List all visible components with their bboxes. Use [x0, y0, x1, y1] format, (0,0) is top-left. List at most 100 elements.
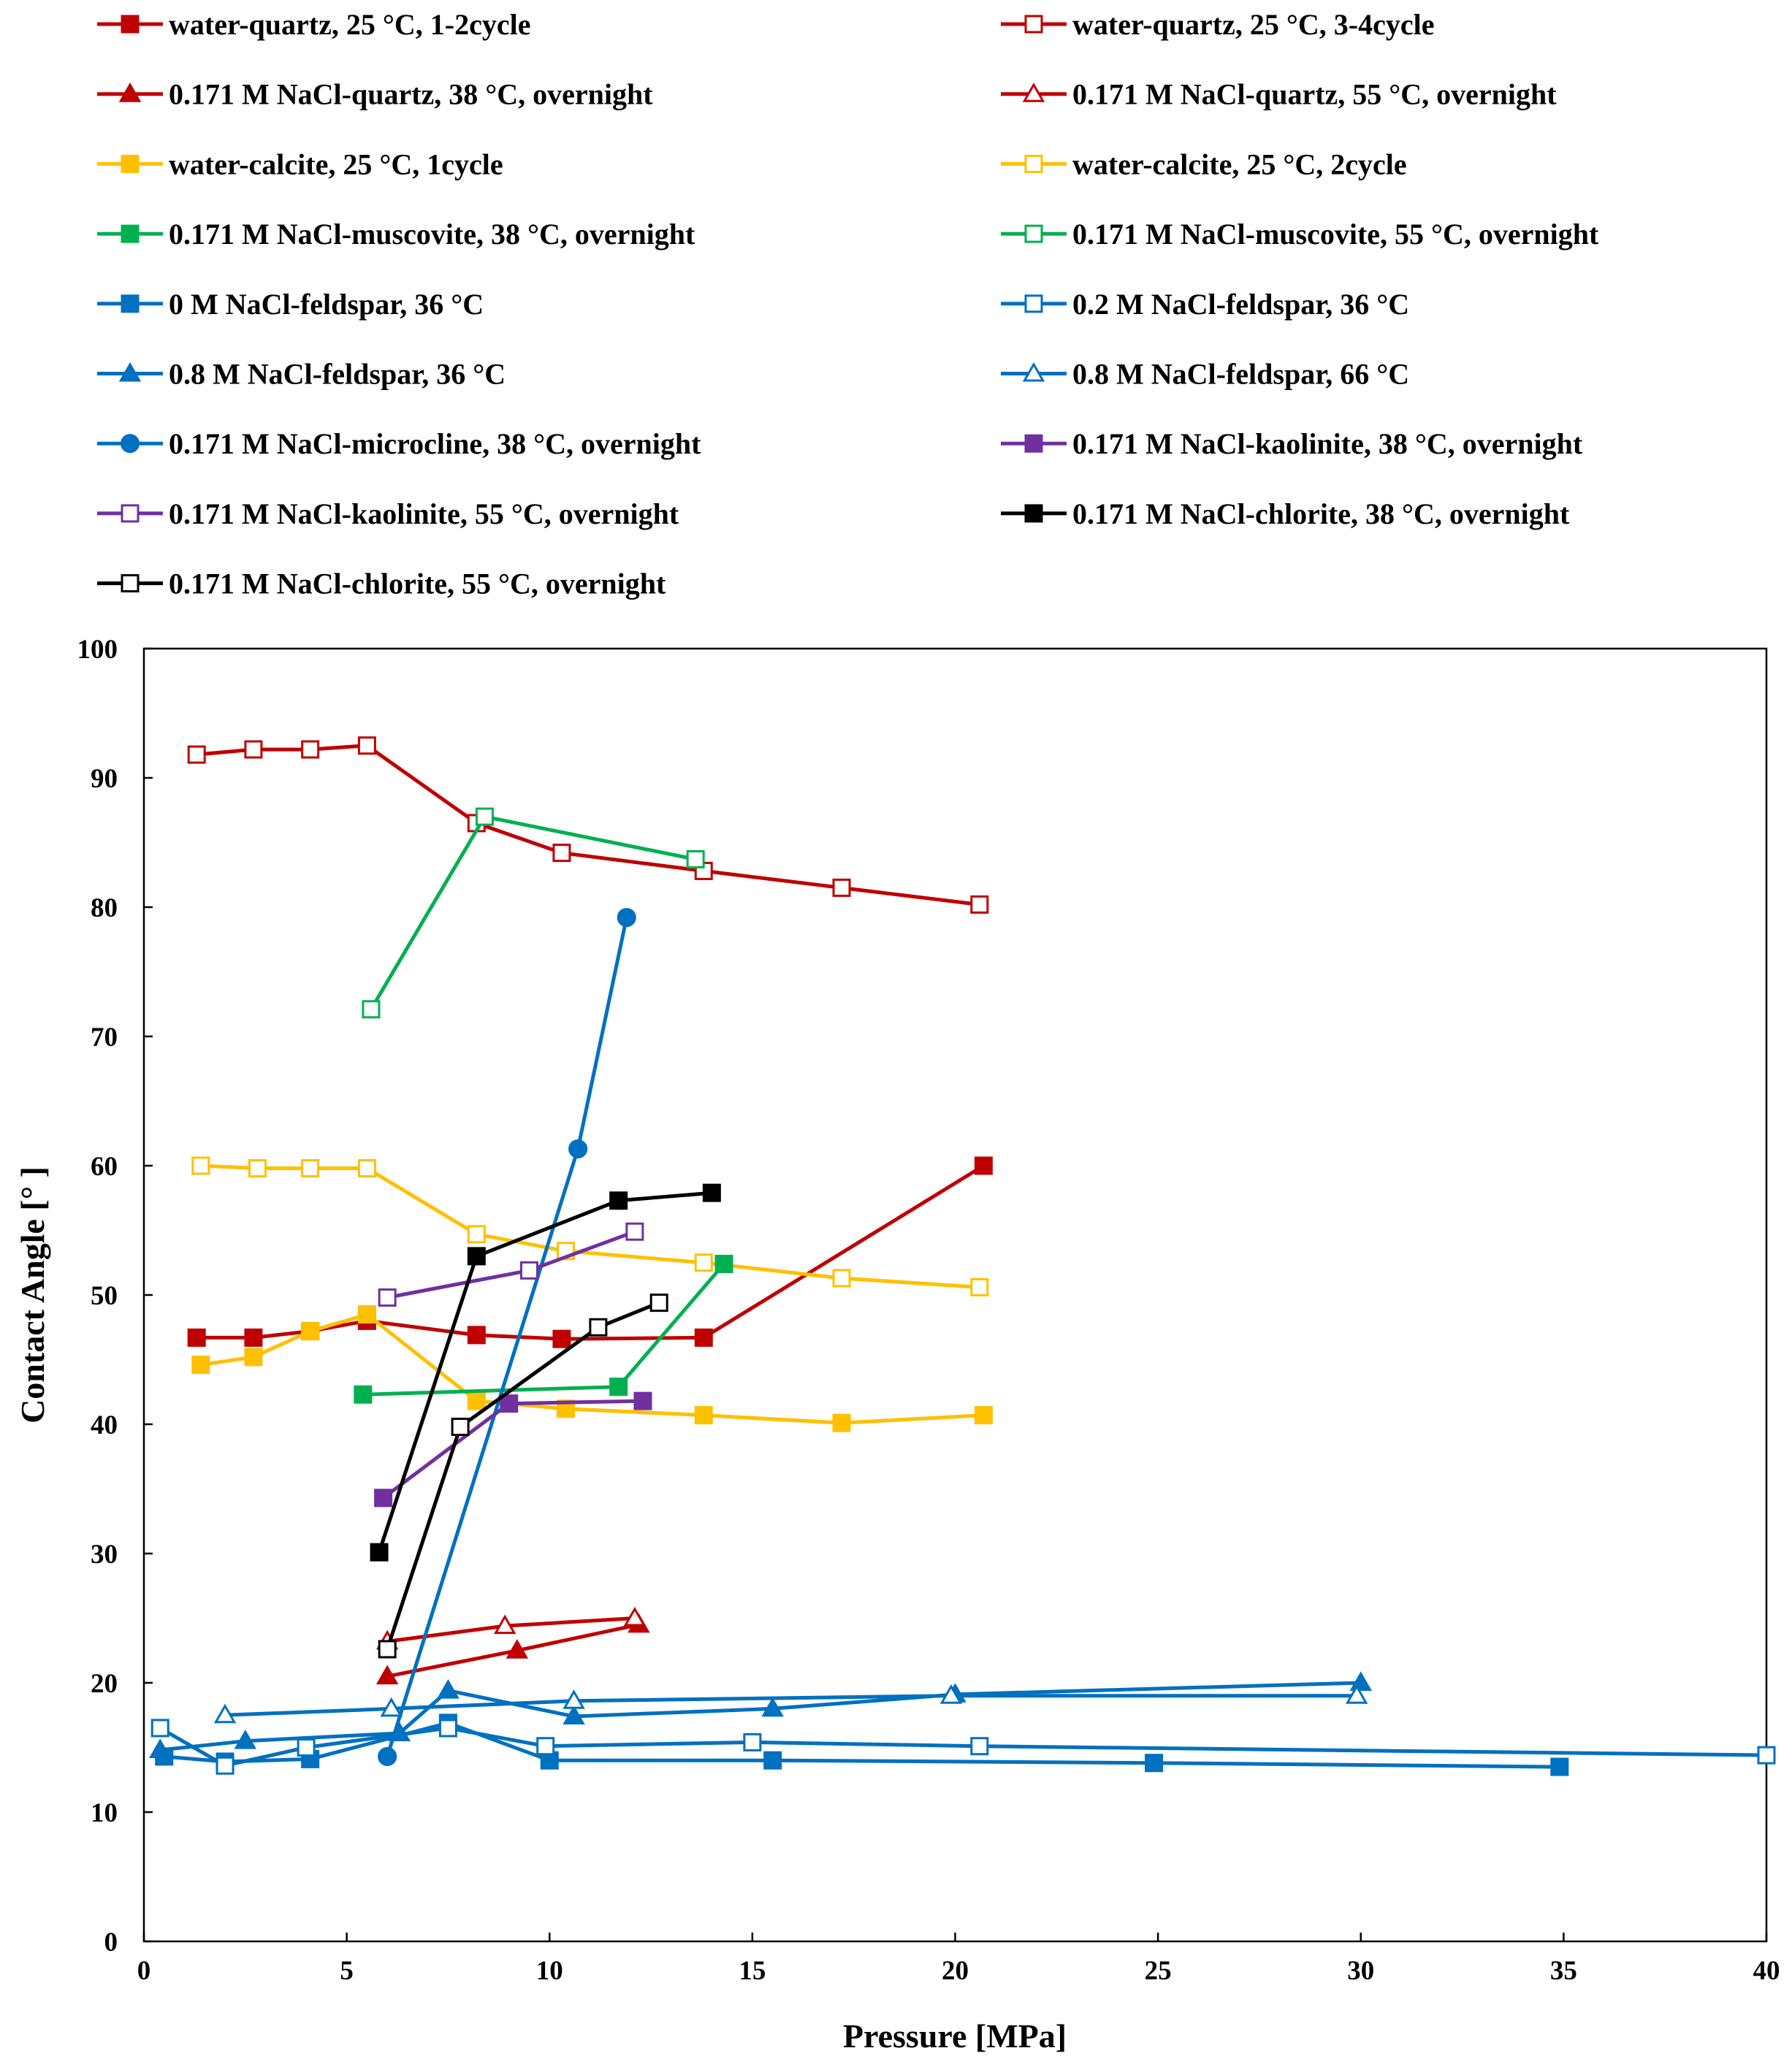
data-point [832, 1413, 851, 1432]
data-point [148, 1738, 172, 1759]
y-tick-label: 70 [91, 1023, 118, 1052]
legend-entry: 0 M NaCl-feldspar, 36 °C [97, 288, 484, 321]
legend-marker [1024, 224, 1043, 243]
data-point [1345, 1684, 1368, 1704]
data-point [244, 740, 263, 759]
series-line [159, 1726, 1767, 1768]
series-8 [362, 807, 705, 1019]
data-point [500, 1394, 519, 1413]
x-tick-label: 25 [1145, 1956, 1172, 1986]
x-tick-label: 20 [942, 1956, 969, 1986]
legend-entry: 0.171 M NaCl-muscovite, 55 °C, overnight [1001, 218, 1599, 251]
series-15 [378, 1222, 644, 1307]
data-point [694, 1328, 713, 1347]
legend-marker [121, 504, 140, 523]
legend-label: 0.8 M NaCl-feldspar, 66 °C [1072, 358, 1409, 391]
series-5 [191, 1305, 993, 1432]
y-tick-label: 60 [91, 1152, 118, 1182]
data-point [191, 1356, 210, 1375]
data-point [437, 1678, 460, 1699]
legend-entry: 0.171 M NaCl-chlorite, 55 °C, overnight [97, 568, 666, 600]
series-line [200, 1164, 980, 1289]
data-point [244, 1328, 263, 1347]
data-point [378, 1640, 397, 1659]
y-tick-label: 30 [91, 1540, 118, 1570]
data-point [378, 1746, 397, 1766]
data-point [438, 1719, 457, 1738]
legend-label: 0.2 M NaCl-feldspar, 36 °C [1072, 288, 1409, 321]
data-point [1145, 1754, 1164, 1773]
data-point [297, 1738, 316, 1757]
legend-label: 0 M NaCl-feldspar, 36 °C [169, 288, 484, 321]
legend-entry: water-quartz, 25 °C, 3-4cycle [1001, 8, 1434, 41]
data-point [761, 1697, 784, 1717]
legend-entry: 0.171 M NaCl-kaolinite, 38 °C, overnight [1001, 427, 1583, 460]
data-point [380, 1697, 403, 1717]
data-point [974, 1406, 993, 1425]
series-line [382, 1399, 644, 1499]
x-tick-label: 35 [1550, 1956, 1577, 1986]
data-point [451, 1418, 470, 1437]
data-point [536, 1737, 555, 1756]
data-point [694, 1253, 713, 1272]
data-point [552, 844, 571, 863]
legend-label: 0.171 M NaCl-muscovite, 38 °C, overnight [169, 218, 695, 251]
legend-entry: 0.171 M NaCl-quartz, 55 °C, overnight [1001, 78, 1557, 111]
legend-marker [121, 154, 140, 173]
series-2 [187, 736, 989, 914]
legend-label: 0.171 M NaCl-chlorite, 55 °C, overnight [169, 568, 666, 600]
data-point [244, 1348, 263, 1367]
legend-entry: 0.171 M NaCl-muscovite, 38 °C, overnight [97, 218, 695, 251]
series-line [197, 1164, 985, 1341]
x-tick-label: 40 [1753, 1956, 1780, 1986]
axes: 0 5 10 15 20 25 30 35 40 0 10 20 30 40 50 60 70 80 90 100 [77, 635, 1780, 1986]
x-tick-label: 10 [536, 1956, 563, 1986]
data-point [357, 1159, 376, 1178]
series-16 [370, 1183, 721, 1562]
data-point [970, 1277, 989, 1296]
data-point [970, 895, 989, 914]
series-line [385, 1301, 660, 1650]
data-point [374, 1489, 393, 1508]
x-tick-label: 30 [1347, 1956, 1374, 1986]
legend-marker [121, 574, 140, 593]
data-point [974, 1156, 993, 1175]
legend-entry: 0.2 M NaCl-feldspar, 36 °C [1001, 288, 1409, 321]
legend-marker [1024, 504, 1043, 523]
data-point [939, 1684, 963, 1704]
data-point [519, 1261, 538, 1280]
series-14 [374, 1391, 652, 1508]
legend: water-quartz, 25 °C, 1-2cycle water-quart… [97, 8, 1599, 600]
data-point [301, 1322, 320, 1341]
data-point [552, 1329, 571, 1348]
y-tick-label: 50 [91, 1281, 118, 1311]
data-point [1550, 1757, 1569, 1776]
x-tick-label: 15 [739, 1956, 766, 1986]
legend-label: water-quartz, 25 °C, 1-2cycle [169, 8, 530, 41]
legend-marker [121, 224, 140, 243]
data-point [354, 1385, 373, 1404]
data-point [686, 850, 705, 869]
series-line [377, 1191, 712, 1553]
data-point [589, 1318, 608, 1337]
y-axis-title: Contact Angle [° ] [14, 1166, 51, 1424]
legend-entry: 0.171 M NaCl-quartz, 38 °C, overnight [97, 78, 653, 111]
data-point [378, 1288, 397, 1307]
y-tick-label: 80 [91, 893, 118, 923]
y-tick-label: 0 [104, 1927, 118, 1957]
data-point [301, 740, 320, 759]
legend-label: 0.171 M NaCl-muscovite, 55 °C, overnight [1072, 218, 1599, 251]
data-point [187, 745, 206, 764]
data-point [694, 1406, 713, 1425]
data-point [832, 878, 851, 897]
x-tick-label: 0 [137, 1956, 151, 1986]
data-point [375, 1665, 399, 1685]
data-point [563, 1705, 585, 1725]
data-point [370, 1543, 389, 1562]
legend-marker [1024, 434, 1043, 453]
y-tick-label: 40 [91, 1410, 118, 1440]
series-7 [354, 1255, 733, 1404]
legend-label: 0.171 M NaCl-microcline, 38 °C, overnigh… [169, 427, 701, 460]
data-point [568, 1139, 588, 1159]
